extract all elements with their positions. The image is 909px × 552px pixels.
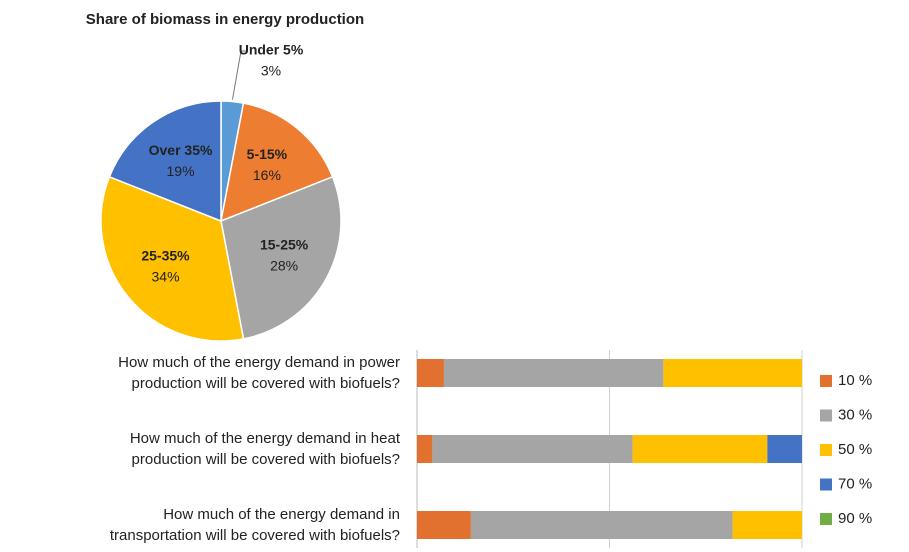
bar-segment <box>470 511 733 539</box>
pie-slice <box>220 175 342 340</box>
legend-swatch <box>820 375 832 387</box>
pie-slice <box>108 100 222 223</box>
slice-value: 16% <box>253 167 281 183</box>
pie-slice <box>220 102 334 223</box>
y-tick-label: How much of the energy demand in power p… <box>118 354 400 392</box>
bar-segment <box>443 359 664 387</box>
bar-segment <box>663 359 802 387</box>
bar-segment <box>432 435 633 463</box>
legend-label: 50 % <box>838 441 872 458</box>
slice-label: Over 35% <box>149 142 213 158</box>
bar-segment <box>417 435 433 463</box>
legend-swatch <box>820 513 832 525</box>
y-tick-label: How much of the energy demand in transpo… <box>109 506 400 544</box>
bar-segment <box>767 435 802 463</box>
legend-swatch <box>820 409 832 422</box>
pie-slice <box>100 175 245 342</box>
legend-swatch <box>820 478 832 491</box>
bar-segment <box>632 435 768 463</box>
slice-label: 25-35% <box>141 248 190 264</box>
slice-label: 15-25% <box>260 236 309 252</box>
legend-swatch <box>820 444 832 456</box>
slice-value: 3% <box>261 63 281 79</box>
legend-label: 70 % <box>838 475 872 492</box>
leader-line <box>231 50 247 100</box>
bar-segment <box>732 511 802 539</box>
bar-segment <box>417 511 471 539</box>
slice-value: 28% <box>270 257 298 273</box>
legend-label: 10 % <box>838 372 872 389</box>
slice-value: 34% <box>152 269 180 285</box>
slice-label: Under 5% <box>239 42 304 58</box>
legend-label: 30 % <box>838 406 872 423</box>
bar-segment <box>417 359 444 387</box>
y-tick-label: How much of the energy demand in heat pr… <box>129 430 400 468</box>
slice-value: 19% <box>167 163 195 179</box>
slice-label: 5-15% <box>247 146 288 162</box>
chart-title: Share of biomass in energy production <box>86 11 364 28</box>
legend-label: 90 % <box>838 510 872 527</box>
